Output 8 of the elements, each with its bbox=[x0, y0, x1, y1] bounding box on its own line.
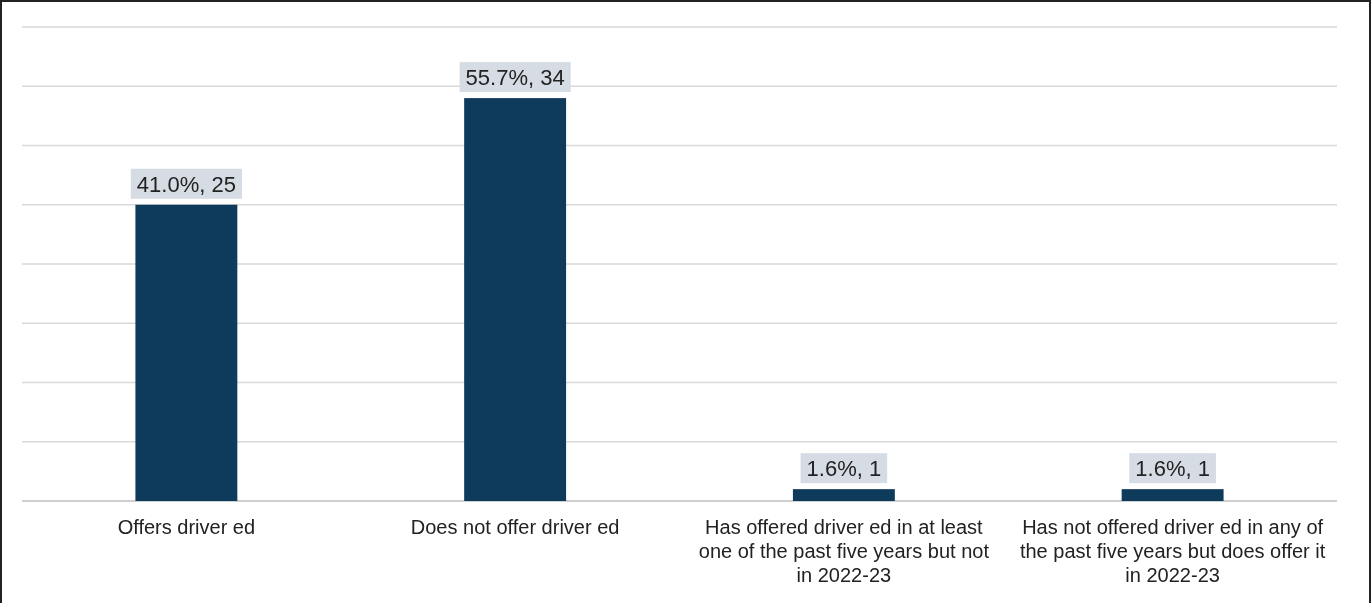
x-tick-label: Does not offer driver ed bbox=[410, 516, 620, 538]
data-label: 41.0%, 25 bbox=[136, 171, 236, 197]
x-tick-label: Has offered driver ed in at least one of the past five years but not in 2022-23 bbox=[698, 516, 990, 586]
x-tick-label: Has not offered driver ed in any of the past five years but does offer it in 2022-23 bbox=[1019, 516, 1326, 586]
data-label: 1.6%, 1 bbox=[1135, 456, 1210, 482]
data-label: 55.7%, 34 bbox=[465, 65, 565, 91]
x-tick-label: Offers driver ed bbox=[117, 516, 256, 538]
data-label: 1.6%, 1 bbox=[806, 456, 882, 482]
